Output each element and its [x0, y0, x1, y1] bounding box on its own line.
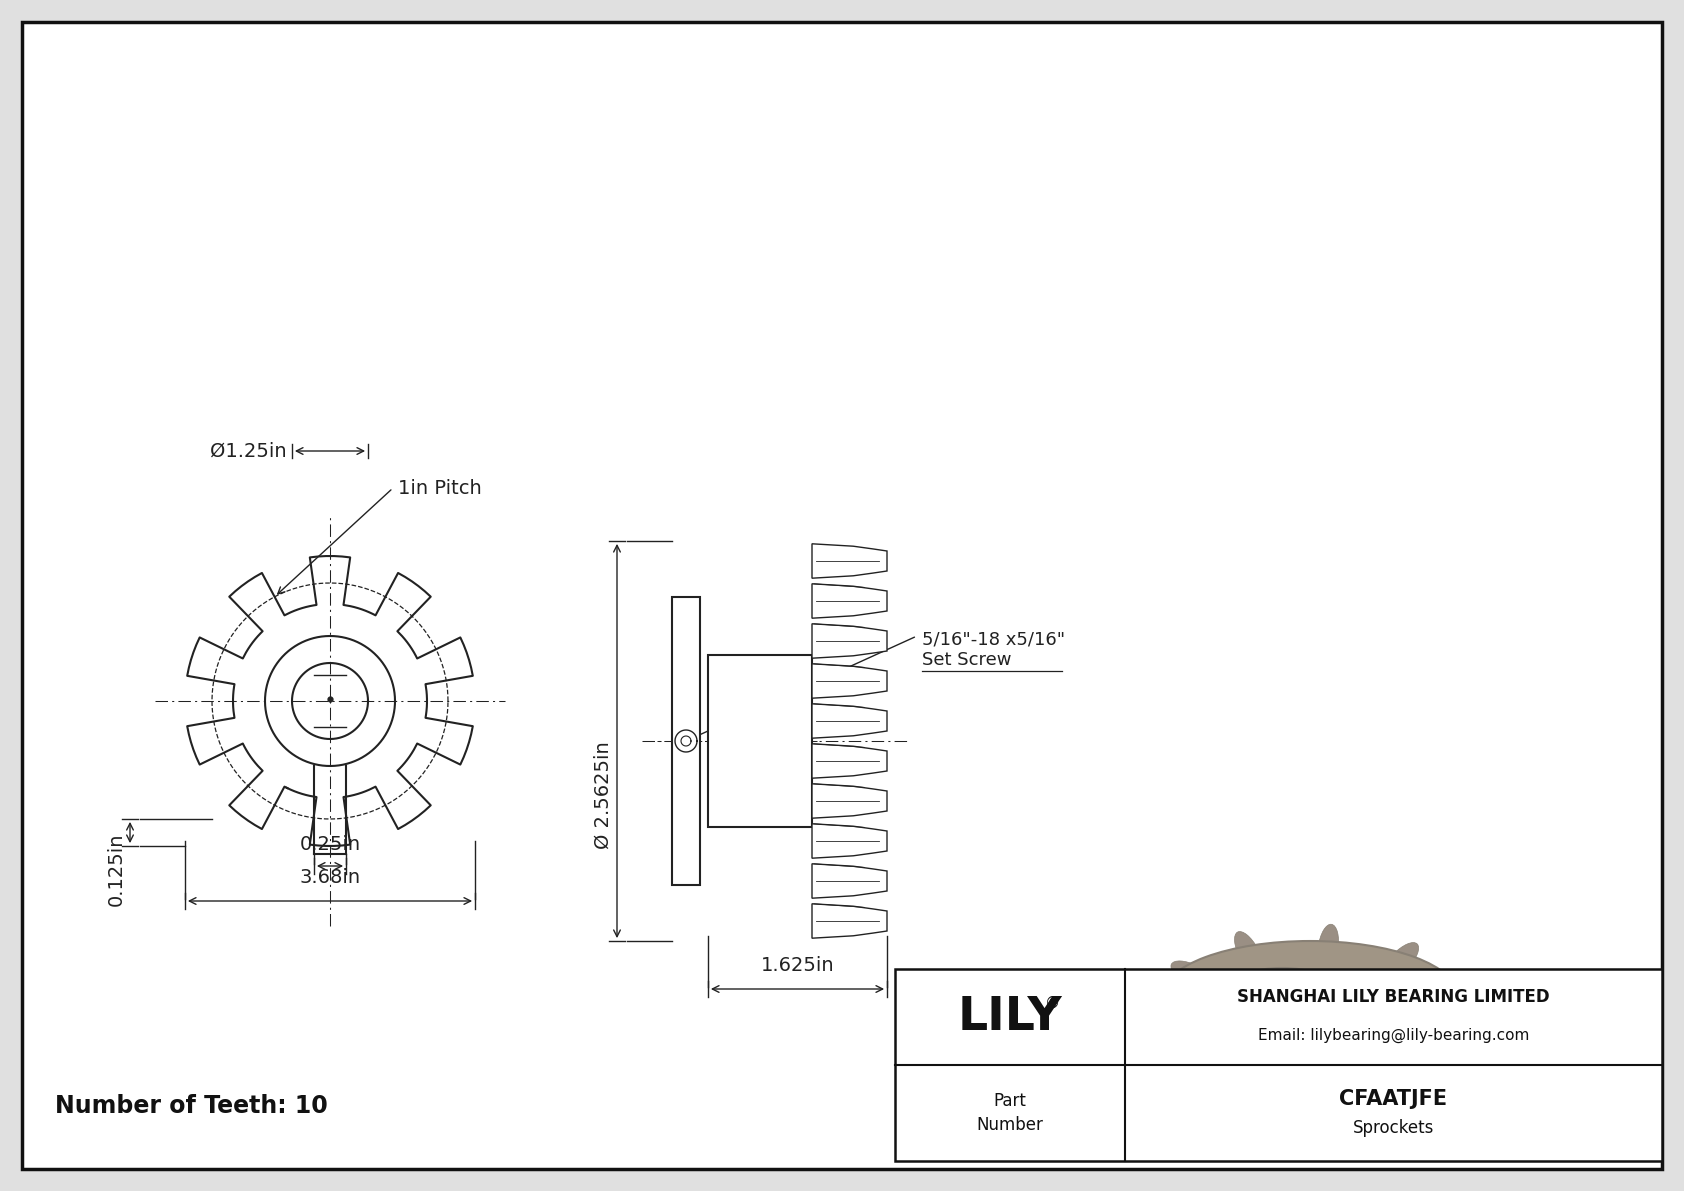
Polygon shape — [812, 624, 887, 659]
Ellipse shape — [1159, 993, 1206, 1015]
Polygon shape — [812, 904, 887, 939]
Ellipse shape — [1415, 977, 1462, 998]
Polygon shape — [812, 584, 887, 618]
Polygon shape — [812, 863, 887, 898]
Text: Email: lilybearing@lily-bearing.com: Email: lilybearing@lily-bearing.com — [1258, 1028, 1529, 1042]
Text: Number of Teeth: 10: Number of Teeth: 10 — [56, 1095, 328, 1118]
Polygon shape — [812, 704, 887, 738]
Bar — [707, 655, 812, 827]
Polygon shape — [812, 784, 887, 818]
Text: 0.125in: 0.125in — [106, 833, 126, 906]
Text: CFAATJFE: CFAATJFE — [1339, 1089, 1448, 1109]
Text: 0.25in: 0.25in — [300, 835, 360, 854]
Text: 1in Pitch: 1in Pitch — [397, 479, 482, 498]
Ellipse shape — [1201, 1012, 1238, 1049]
Text: LILY: LILY — [958, 994, 1063, 1040]
Text: 3.68in: 3.68in — [300, 868, 360, 887]
Ellipse shape — [1229, 968, 1334, 1008]
Bar — [894, 969, 1662, 1161]
Text: 5/16"-18 x5/16": 5/16"-18 x5/16" — [923, 631, 1064, 649]
Text: Set Screw: Set Screw — [923, 651, 1012, 669]
Text: ®: ® — [1044, 996, 1059, 1010]
Ellipse shape — [1282, 1021, 1302, 1068]
Polygon shape — [812, 663, 887, 698]
Ellipse shape — [1234, 931, 1263, 975]
Polygon shape — [812, 824, 887, 859]
Text: SHANGHAI LILY BEARING LIMITED: SHANGHAI LILY BEARING LIMITED — [1238, 989, 1549, 1006]
Text: Part
Number: Part Number — [977, 1091, 1044, 1135]
Ellipse shape — [1317, 924, 1339, 972]
Ellipse shape — [1170, 961, 1214, 989]
Text: Ø 2.5625in: Ø 2.5625in — [593, 741, 613, 849]
Text: 1.625in: 1.625in — [761, 956, 834, 975]
Polygon shape — [812, 744, 887, 778]
Ellipse shape — [1357, 1017, 1386, 1060]
Ellipse shape — [1162, 941, 1458, 1050]
Ellipse shape — [1404, 1003, 1448, 1031]
Bar — [672, 597, 701, 885]
Polygon shape — [812, 544, 887, 578]
Ellipse shape — [1383, 942, 1418, 980]
Text: Ø1.25in: Ø1.25in — [210, 442, 286, 461]
Ellipse shape — [1260, 979, 1303, 997]
Text: Sprockets: Sprockets — [1352, 1120, 1435, 1137]
